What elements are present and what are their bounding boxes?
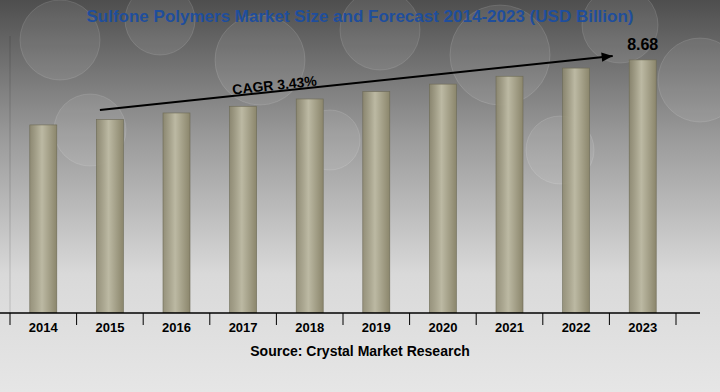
x-tick-label: 2023 bbox=[628, 320, 657, 335]
x-axis-line bbox=[0, 312, 700, 314]
x-tick-label: 2014 bbox=[29, 320, 59, 335]
bar bbox=[496, 76, 523, 313]
bar bbox=[163, 113, 190, 313]
source: Source: Crystal Market Research bbox=[250, 343, 469, 359]
x-tick-label: 2018 bbox=[295, 320, 324, 335]
value-label: 8.68 bbox=[627, 36, 658, 53]
bar bbox=[429, 84, 456, 313]
x-tick bbox=[476, 313, 477, 325]
x-tick-label: 2021 bbox=[495, 320, 524, 335]
bar bbox=[296, 99, 323, 313]
x-tick-label: 2022 bbox=[562, 320, 591, 335]
bar bbox=[563, 68, 590, 313]
cagr-arrow bbox=[100, 56, 613, 110]
x-tick bbox=[542, 313, 543, 325]
bar bbox=[363, 92, 390, 313]
x-tick-label: 2016 bbox=[162, 320, 191, 335]
x-tick bbox=[10, 313, 11, 325]
chart: Sulfone Polymers Market Size and Forecas… bbox=[0, 0, 720, 392]
bar bbox=[30, 125, 57, 313]
x-tick-label: 2017 bbox=[229, 320, 258, 335]
background-bubble bbox=[658, 38, 720, 122]
cagr-arrowhead bbox=[601, 53, 612, 62]
title: Sulfone Polymers Market Size and Forecas… bbox=[86, 7, 633, 26]
y-range-line bbox=[10, 36, 11, 313]
bars bbox=[30, 60, 656, 313]
x-tick bbox=[409, 313, 410, 325]
annotation: CAGR 3.43% bbox=[231, 73, 318, 98]
x-tick bbox=[676, 313, 677, 325]
x-tick bbox=[276, 313, 277, 325]
x-tick bbox=[209, 313, 210, 325]
x-tick bbox=[143, 313, 144, 325]
bar bbox=[230, 106, 257, 313]
x-tick bbox=[343, 313, 344, 325]
x-tick bbox=[609, 313, 610, 325]
x-tick-label: 2015 bbox=[95, 320, 124, 335]
x-tick-label: 2019 bbox=[362, 320, 391, 335]
x-tick bbox=[76, 313, 77, 325]
bar bbox=[96, 120, 123, 313]
bar bbox=[629, 60, 656, 313]
x-tick-label: 2020 bbox=[428, 320, 457, 335]
